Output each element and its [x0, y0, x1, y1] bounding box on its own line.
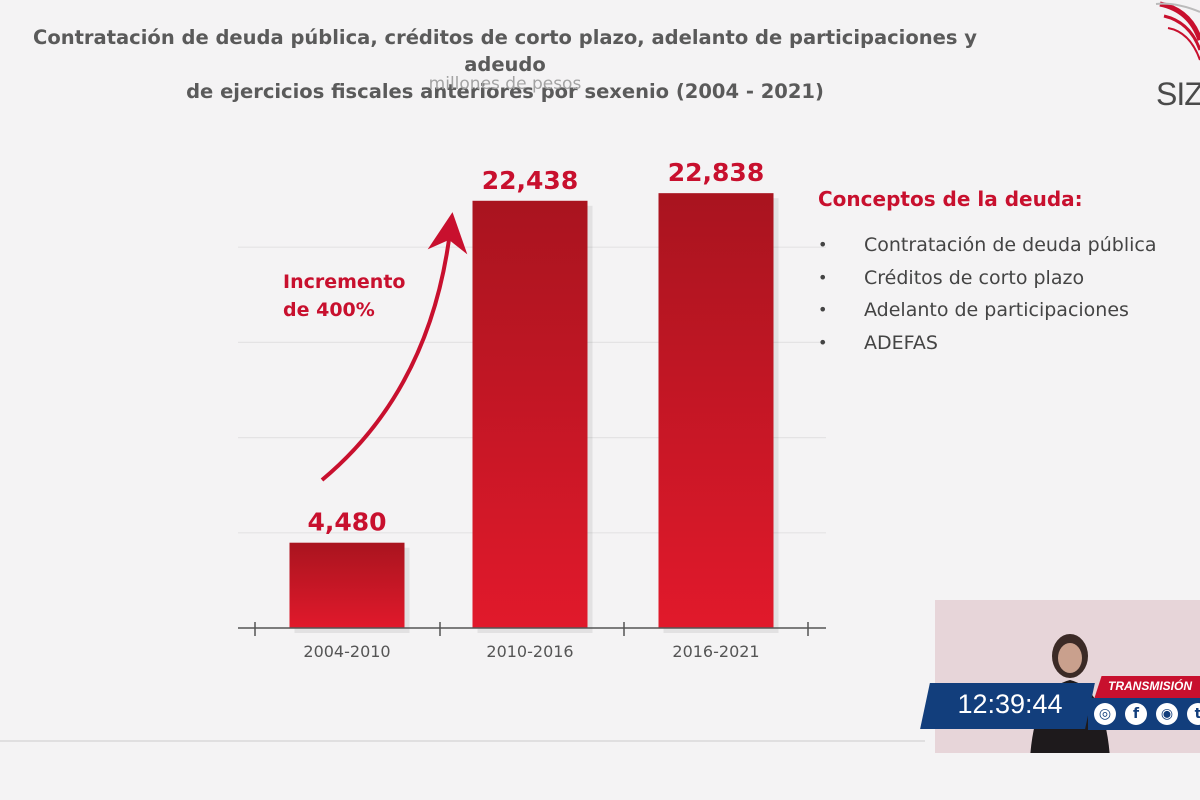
x-tick-label: 2016-2021: [672, 642, 759, 661]
chart-title: Contratación de deuda pública, créditos …: [0, 24, 1010, 105]
legend-list: Contratación de deuda pública Créditos d…: [818, 229, 1157, 359]
x-tick-label: 2004-2010: [303, 642, 390, 661]
clock: 12:39:44: [957, 689, 1063, 719]
bar-value-label: 22,838: [668, 158, 764, 187]
legend-item: Contratación de deuda pública: [818, 229, 1157, 262]
bar-2004-2010: [289, 542, 405, 628]
increase-annotation: Incremento de 400%: [283, 268, 405, 324]
chart-subtitle: millones de pesos: [428, 74, 582, 94]
globe-icon[interactable]: ◎: [1094, 703, 1116, 725]
stream-label: TRANSMISIÓN: [1108, 679, 1192, 693]
bar-value-label: 4,480: [307, 508, 386, 537]
divider: [0, 740, 925, 742]
increase-arrow: [320, 212, 468, 482]
x-tick-label: 2010-2016: [486, 642, 573, 661]
bar-2010-2016: [472, 200, 588, 628]
x-axis: 2004-2010 2010-2016 2016-2021: [238, 622, 826, 661]
twitter-icon[interactable]: t: [1187, 703, 1200, 725]
legend-title: Conceptos de la deuda:: [818, 187, 1083, 211]
annotation-line-1: Incremento: [283, 271, 406, 293]
value-labels: 4,480 22,438 22,838: [307, 158, 764, 537]
bars: [289, 193, 779, 633]
facebook-icon[interactable]: f: [1125, 703, 1147, 725]
annotation-line-2: de 400%: [283, 299, 375, 321]
logo-icon: [1155, 1, 1200, 61]
bar-2016-2021: [658, 193, 774, 628]
bar-value-label: 22,438: [482, 166, 578, 195]
chart-title-line-2: de ejercicios fiscales anteriores por se…: [186, 80, 824, 103]
legend-item: Créditos de corto plazo: [818, 262, 1157, 295]
instagram-icon[interactable]: ◉: [1156, 703, 1178, 725]
legend-item: ADEFAS: [818, 327, 1157, 360]
legend-item: Adelanto de participaciones: [818, 294, 1157, 327]
chart-title-line-1: Contratación de deuda pública, créditos …: [33, 26, 977, 76]
logo-text: SIZ: [1156, 76, 1200, 112]
